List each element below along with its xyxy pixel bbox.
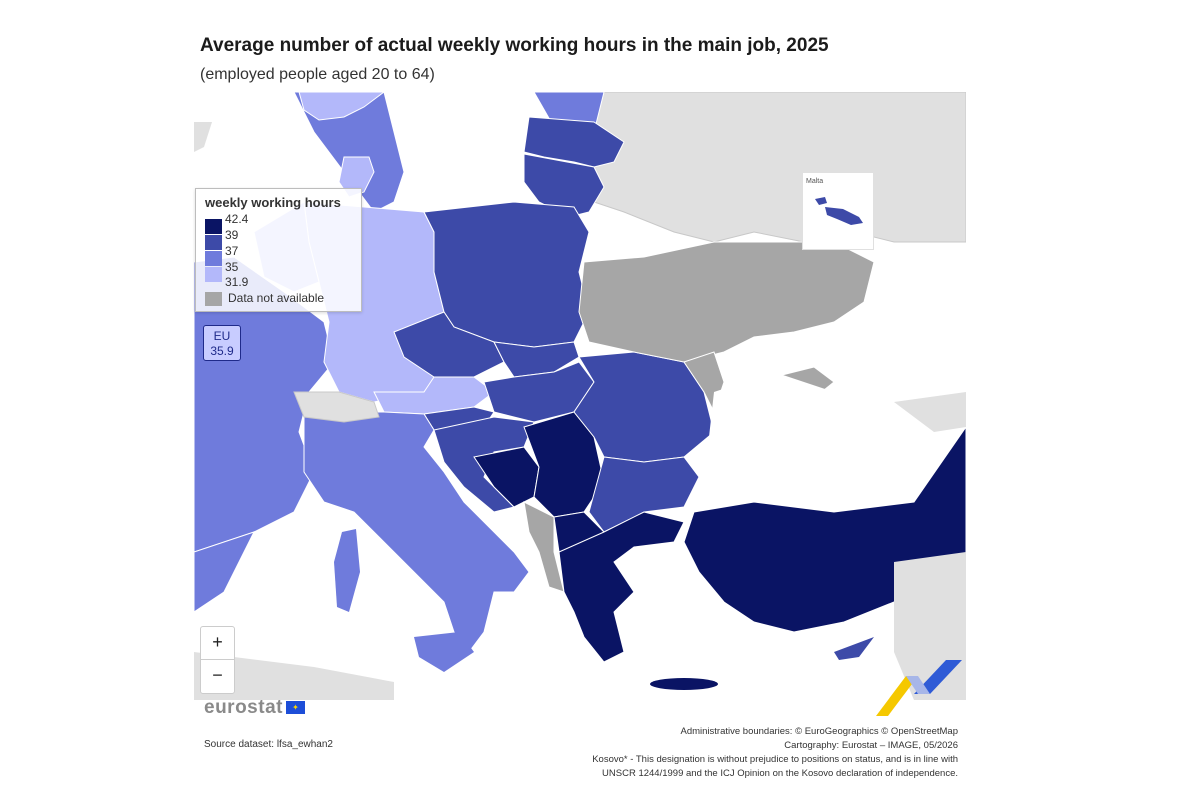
region-non-eu-west bbox=[194, 122, 212, 152]
black-sea bbox=[699, 372, 954, 512]
region-slovakia[interactable] bbox=[493, 341, 580, 378]
region-sicily[interactable] bbox=[414, 632, 474, 672]
legend-swatch-not-available bbox=[205, 292, 222, 306]
map-credits: Administrative boundaries: © EuroGeograp… bbox=[592, 725, 958, 781]
region-north-africa bbox=[194, 652, 394, 700]
credit-kosovo-note-2: UNSCR 1244/1999 and the ICJ Opinion on t… bbox=[602, 768, 958, 779]
region-ukraine[interactable] bbox=[578, 241, 875, 363]
eu-badge-label: EU bbox=[213, 329, 231, 343]
legend-tick-2: 39 bbox=[225, 228, 239, 242]
malta-inset[interactable]: Malta bbox=[802, 172, 874, 250]
region-albania-kosovo[interactable] bbox=[523, 501, 565, 593]
region-denmark[interactable] bbox=[338, 156, 375, 198]
legend-tick-4: 35 bbox=[225, 260, 239, 274]
zoom-control: + − bbox=[200, 626, 235, 694]
legend-tick-5: 31.9 bbox=[225, 275, 249, 289]
decorative-corner-icon bbox=[876, 660, 962, 716]
region-cyprus[interactable] bbox=[834, 637, 874, 660]
region-sardinia[interactable] bbox=[334, 529, 360, 612]
region-non-eu-caucasus bbox=[894, 392, 966, 432]
zoom-in-button[interactable]: + bbox=[201, 627, 234, 660]
region-spain[interactable] bbox=[194, 531, 255, 613]
eu-badge-value: 35.9 bbox=[210, 344, 234, 358]
legend-swatch-class-1 bbox=[205, 219, 222, 234]
map-subtitle: (employed people aged 20 to 64) bbox=[200, 66, 435, 83]
credit-boundaries: Administrative boundaries: © EuroGeograp… bbox=[680, 726, 959, 737]
legend-tick-3: 37 bbox=[225, 244, 239, 258]
region-switzerland bbox=[293, 391, 380, 423]
eu-flag-icon: ✦ bbox=[286, 701, 305, 714]
region-crete[interactable] bbox=[650, 678, 718, 690]
credit-kosovo-note-1: Kosovo* - This designation is without pr… bbox=[592, 754, 958, 765]
eu-average-badge: EU 35.9 bbox=[203, 325, 241, 361]
zoom-out-button[interactable]: − bbox=[212, 665, 223, 685]
legend-title: weekly working hours bbox=[205, 195, 341, 210]
region-norway[interactable] bbox=[298, 92, 385, 121]
legend-swatch-class-3 bbox=[205, 251, 222, 266]
malta-shape bbox=[815, 197, 863, 225]
credit-cartography: Cartography: Eurostat – IMAGE, 05/2026 bbox=[784, 740, 958, 751]
source-dataset: Source dataset: lfsa_ewhan2 bbox=[204, 739, 333, 750]
map-title: Average number of actual weekly working … bbox=[200, 35, 829, 56]
malta-label: Malta bbox=[806, 178, 824, 185]
region-italy[interactable] bbox=[303, 411, 530, 653]
map-legend: weekly working hours 42.4 39 37 35 31.9 … bbox=[195, 188, 362, 312]
eurostat-logo: eurostat bbox=[204, 697, 283, 718]
legend-swatch-class-4 bbox=[205, 267, 222, 282]
region-bulgaria[interactable] bbox=[588, 456, 700, 533]
legend-not-available-label: Data not available bbox=[228, 291, 325, 305]
legend-swatch-class-2 bbox=[205, 235, 222, 250]
region-greece[interactable] bbox=[558, 511, 685, 663]
legend-tick-1: 42.4 bbox=[225, 212, 249, 226]
